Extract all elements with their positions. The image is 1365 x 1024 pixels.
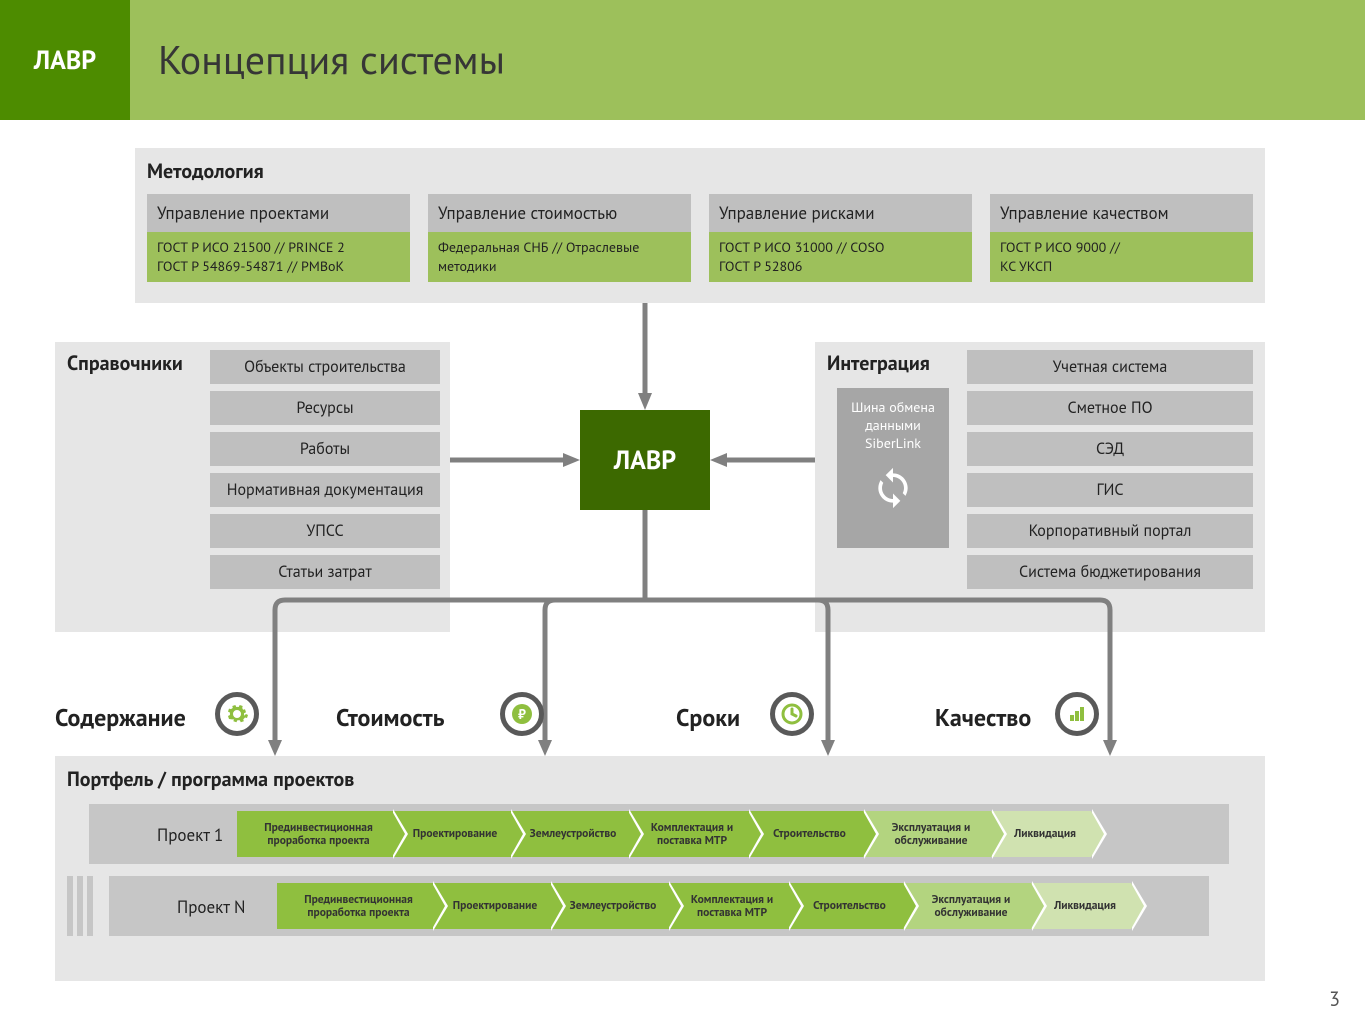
phase-chevron: Проектирование: [432, 883, 550, 929]
phase-chevron: Строительство: [748, 811, 863, 857]
phase-chevron: Прединвестиционная проработка проекта: [277, 883, 432, 929]
fanout-arrows: [0, 120, 1265, 760]
svg-text:₽: ₽: [518, 705, 526, 723]
project-stack-icon: [67, 876, 93, 936]
phase-row: Прединвестиционная проработка проектаПро…: [237, 811, 1091, 857]
phase-chevron: Эксплуатация и обслуживание: [903, 883, 1031, 929]
project-row: Проект N Прединвестиционная проработка пр…: [67, 876, 1253, 936]
phase-chevron: Прединвестиционная проработка проекта: [237, 811, 392, 857]
output-label: Содержание: [55, 702, 186, 733]
project-name: Проект N: [177, 896, 246, 918]
page-number: 3: [1329, 986, 1340, 1012]
ruble-icon: ₽: [500, 692, 544, 736]
phase-chevron: Комплектация и поставка МТР: [628, 811, 748, 857]
portfolio-panel: Портфель / программа проектов Проект 1Пр…: [55, 756, 1265, 981]
output-label: Качество: [935, 702, 1031, 733]
bars-icon: [1055, 692, 1099, 736]
portfolio-title: Портфель / программа проектов: [67, 766, 1253, 792]
phase-row: Прединвестиционная проработка проектаПро…: [277, 883, 1131, 929]
clock-icon: [770, 692, 814, 736]
phase-chevron: Землеустройство: [510, 811, 628, 857]
slide-header: ЛАВР Концепция системы: [0, 0, 1365, 120]
diagram-canvas: Методология Управление проектамиГОСТ Р И…: [0, 120, 1365, 1024]
phase-chevron: Проектирование: [392, 811, 510, 857]
phase-chevron: Комплектация и поставка МТР: [668, 883, 788, 929]
project-name: Проект 1: [157, 824, 223, 846]
phase-chevron: Землеустройство: [550, 883, 668, 929]
gear-icon: [215, 692, 259, 736]
logo: ЛАВР: [0, 0, 130, 120]
phase-chevron: Эксплуатация и обслуживание: [863, 811, 991, 857]
project-row: Проект 1 Прединвестиционная проработка пр…: [67, 804, 1253, 864]
output-label: Стоимость: [336, 702, 444, 733]
output-label: Сроки: [676, 702, 740, 733]
phase-chevron: Строительство: [788, 883, 903, 929]
slide-title: Концепция системы: [130, 0, 1365, 120]
